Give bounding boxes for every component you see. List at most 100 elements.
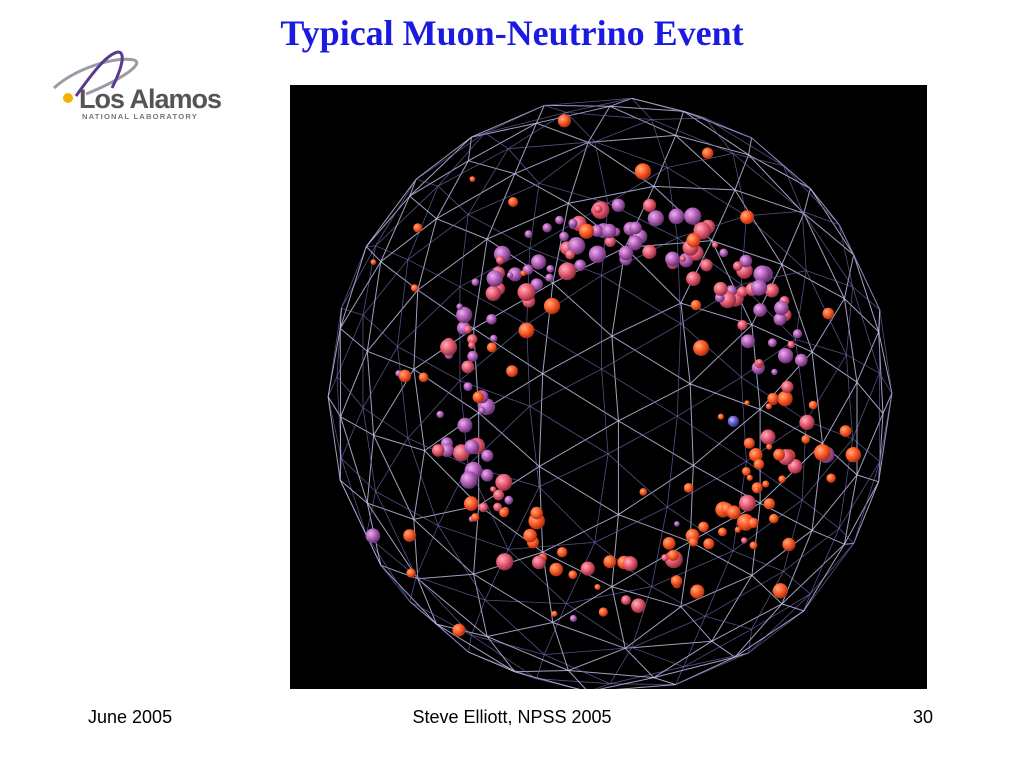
wire-edge <box>568 185 654 204</box>
pmt-hit <box>603 555 617 569</box>
wire-edge <box>436 623 516 673</box>
wire-edge <box>587 106 611 143</box>
wire-edge <box>473 573 554 623</box>
wire-edge <box>676 237 682 324</box>
logo-swoosh <box>74 50 124 97</box>
wire-edge <box>675 111 685 136</box>
wire-edge <box>806 270 853 288</box>
wire-edge <box>601 237 678 276</box>
wire-edge <box>508 141 595 150</box>
wire-edge <box>552 586 613 623</box>
pmt-hit <box>490 486 497 493</box>
wire-edge <box>594 119 652 143</box>
wire-edge <box>783 165 811 189</box>
logo-dot <box>63 93 73 103</box>
wire-edge <box>467 214 530 249</box>
pmt-hit <box>480 469 494 482</box>
wire-edge <box>552 203 569 284</box>
wire-edge <box>781 264 813 353</box>
wire-edge <box>624 606 682 649</box>
wire-edge <box>680 606 713 642</box>
wire-edge <box>843 298 858 383</box>
wire-edge <box>783 165 840 225</box>
pmt-hit <box>557 547 568 558</box>
wire-edge <box>734 189 804 214</box>
wire-edge <box>680 323 742 378</box>
wire-edge <box>741 270 807 285</box>
wire-edge <box>467 405 531 466</box>
pmt-hit <box>769 513 779 524</box>
wire-edge <box>536 678 611 685</box>
pmt-hit <box>826 473 836 483</box>
pmt-hit <box>436 410 444 419</box>
pmt-hit <box>456 303 463 310</box>
pmt-hit <box>456 306 473 323</box>
pmt-hit <box>662 537 676 550</box>
pmt-hit <box>618 245 634 261</box>
wire-edge <box>631 586 652 648</box>
pmt-hit <box>531 254 547 270</box>
wire-edge <box>838 528 854 544</box>
wire-edge <box>666 416 678 508</box>
wire-edge <box>366 289 419 352</box>
wire-edge <box>341 458 376 492</box>
wire-edge <box>795 270 807 340</box>
wire-edge <box>711 240 783 265</box>
pmt-hit <box>557 114 571 128</box>
wire-edge <box>417 218 437 291</box>
pmt-hit <box>702 147 714 159</box>
wire-edge <box>878 461 881 482</box>
wire-edge <box>437 525 509 550</box>
pmt-hit <box>568 218 578 228</box>
wire-edge <box>594 506 668 543</box>
pmt-hit <box>580 561 595 576</box>
wire-edge <box>417 238 488 291</box>
pmt-hit <box>406 568 416 578</box>
wire-edge <box>413 519 474 575</box>
wire-edge <box>609 105 684 112</box>
wire-edge <box>413 519 419 579</box>
pmt-hit <box>370 259 377 265</box>
wire-edge <box>751 503 761 576</box>
wire-edge <box>327 376 338 397</box>
pmt-hit <box>440 338 458 356</box>
pmt-hit <box>643 198 657 212</box>
wire-edge <box>852 286 880 374</box>
pmt-hit <box>472 391 484 403</box>
wire-edge <box>611 514 619 587</box>
pmt-hit <box>469 176 476 182</box>
pmt-hit <box>767 338 777 348</box>
wire-edge <box>751 575 783 605</box>
wire-edge <box>366 245 376 247</box>
wire-edge <box>846 354 880 374</box>
wire-edge <box>852 286 881 311</box>
wire-edge <box>783 165 803 212</box>
wire-edge <box>751 324 813 353</box>
wire-edge <box>838 224 854 287</box>
wire-edge <box>529 368 602 407</box>
pmt-hit <box>670 575 683 587</box>
event-display <box>290 85 927 689</box>
wire-edge <box>843 254 855 299</box>
wire-edge <box>539 420 619 467</box>
wire-edge <box>529 183 540 249</box>
pmt-hit <box>778 475 786 484</box>
pmt-hit <box>719 248 728 258</box>
pmt-hit <box>734 526 741 533</box>
wire-edge <box>751 571 784 630</box>
wire-edge <box>542 373 619 422</box>
wire-edge <box>565 112 596 142</box>
wire-edge <box>397 286 461 347</box>
pmt-hit <box>486 314 497 325</box>
wire-edge <box>514 671 581 689</box>
pmt-hit <box>591 224 604 237</box>
wire-edge <box>529 405 609 455</box>
wire-edge <box>675 652 749 685</box>
wire-edge <box>734 610 805 658</box>
wire-edge <box>566 97 632 113</box>
pmt-hit <box>520 270 527 277</box>
wire-edge <box>781 264 845 300</box>
pmt-hit <box>736 286 748 298</box>
wire-edge <box>594 141 668 168</box>
pmt-hit <box>794 353 808 367</box>
